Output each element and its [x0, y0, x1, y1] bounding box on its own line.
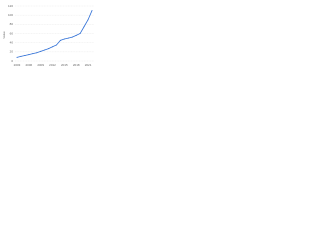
x-tick-label: 2018 — [73, 63, 80, 67]
data-point — [79, 33, 81, 34]
x-tick-label: 2009 — [37, 63, 44, 67]
series-line — [16, 10, 93, 58]
data-point — [28, 54, 30, 56]
x-tick-label: 2012 — [49, 63, 56, 67]
chart: Value 0 20 40 60 80 100 120 2003 2006 2009 2012 201… — [2, 4, 94, 67]
x-tick-label: 2021 — [85, 63, 92, 67]
data-point — [83, 26, 85, 28]
y-tick-label: 120 — [8, 4, 13, 8]
data-point — [36, 52, 38, 54]
data-point — [71, 36, 73, 38]
y-tick-label: 0 — [11, 59, 13, 63]
data-point — [20, 55, 22, 57]
x-tick-label: 2003 — [14, 63, 21, 67]
data-point — [55, 44, 57, 46]
data-point — [87, 19, 89, 21]
x-tick-label: 2006 — [25, 63, 32, 67]
data-point — [40, 50, 42, 52]
data-point — [67, 37, 69, 39]
data-point — [52, 46, 54, 48]
y-tick-label: 20 — [10, 50, 14, 54]
data-point — [16, 56, 18, 58]
data-point — [63, 38, 65, 40]
data-point — [75, 34, 77, 36]
page: {"chart_data": {"type": "line", "y_label… — [0, 0, 320, 71]
y-tick-label: 40 — [10, 40, 14, 44]
data-point — [44, 49, 46, 51]
data-point — [32, 53, 34, 55]
y-tick-label: 100 — [8, 13, 13, 17]
y-axis-title: Value — [2, 31, 6, 39]
x-tick-label: 2015 — [61, 63, 68, 67]
data-point — [48, 48, 50, 50]
data-point — [91, 10, 93, 12]
y-tick-label: 80 — [10, 22, 14, 26]
data-point — [24, 55, 26, 56]
data-point — [59, 39, 61, 41]
y-tick-label: 60 — [10, 31, 14, 35]
